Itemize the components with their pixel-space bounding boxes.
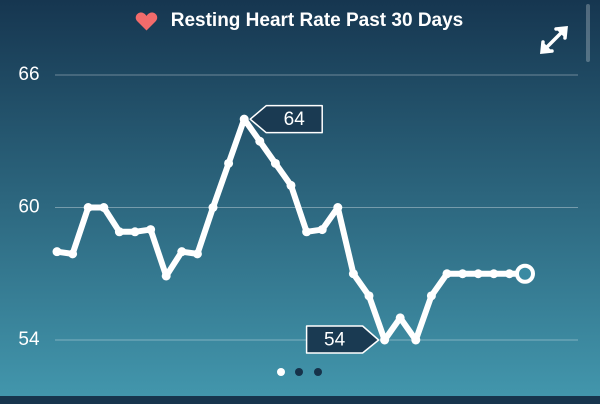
data-point	[395, 313, 405, 323]
heart-icon	[135, 12, 158, 31]
data-point	[504, 269, 514, 279]
data-point	[364, 291, 374, 301]
y-tick-label: 54	[18, 329, 40, 350]
data-point	[146, 225, 156, 235]
annotation: 54	[305, 325, 380, 354]
data-point	[255, 136, 265, 146]
data-point	[68, 249, 78, 259]
data-point	[473, 269, 483, 279]
data-point	[52, 247, 62, 257]
data-point	[380, 335, 390, 345]
y-tick-label: 60	[18, 197, 39, 218]
y-tick-label: 66	[18, 64, 39, 85]
data-point	[208, 203, 218, 212]
annotation-box	[249, 104, 323, 134]
data-point	[348, 269, 358, 279]
data-point	[224, 158, 234, 168]
data-point	[270, 158, 280, 168]
data-point	[515, 263, 535, 284]
expand-icon[interactable]	[540, 26, 568, 54]
data-point	[83, 203, 93, 212]
data-point	[458, 269, 468, 279]
bottom-bar	[0, 396, 600, 404]
annotation-box	[305, 325, 380, 354]
data-point	[333, 203, 343, 212]
data-point	[192, 249, 202, 259]
page-dot[interactable]	[295, 368, 303, 376]
data-point	[239, 114, 249, 124]
data-point	[442, 269, 452, 279]
data-point	[317, 225, 327, 235]
page-dot[interactable]	[314, 368, 322, 376]
annotation: 64	[249, 104, 323, 134]
chart-title: Resting Heart Rate Past 30 Days	[171, 10, 464, 31]
data-point	[426, 291, 436, 301]
data-point	[177, 247, 187, 257]
data-point	[130, 227, 140, 237]
data-point	[114, 227, 124, 237]
data-point	[489, 269, 499, 279]
data-point	[161, 271, 171, 281]
annotation-label: 64	[284, 109, 306, 130]
page-dot[interactable]	[277, 368, 285, 376]
annotation-label: 54	[324, 330, 346, 351]
data-point	[99, 203, 109, 212]
data-point	[302, 227, 312, 237]
scrollbar	[586, 4, 590, 62]
data-point	[286, 180, 296, 190]
data-point	[411, 335, 421, 345]
